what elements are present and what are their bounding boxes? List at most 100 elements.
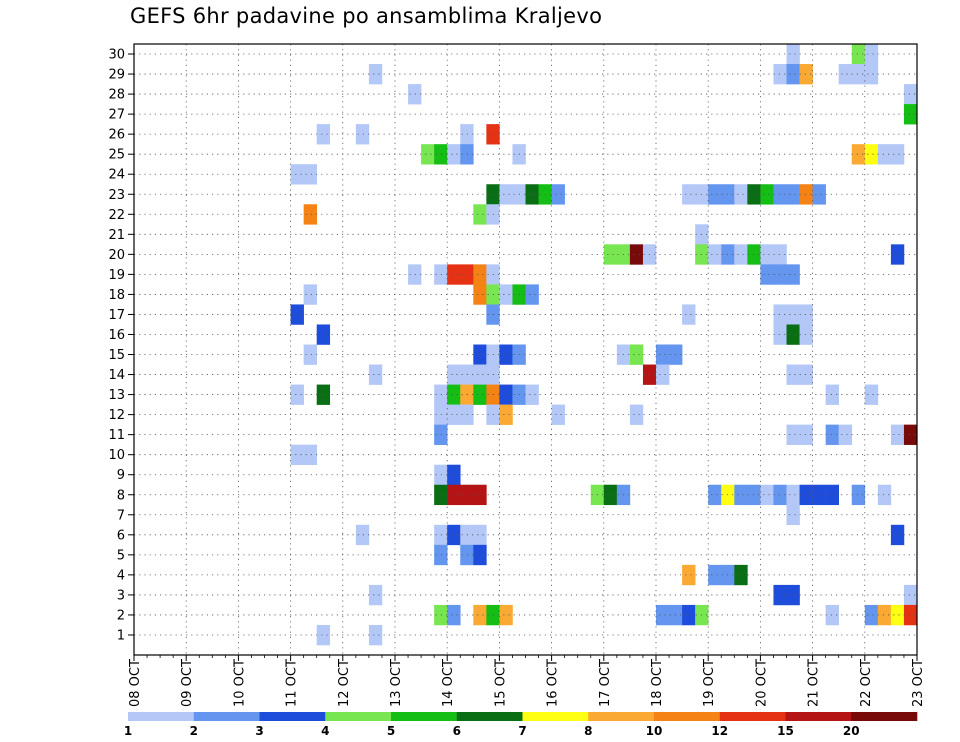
heatmap-cell [447, 524, 461, 546]
y-tick-label: 3 [117, 588, 125, 603]
heatmap-cell [838, 64, 853, 85]
heatmap-cell [747, 244, 761, 265]
heatmap-cell [760, 264, 774, 285]
heatmap-cell [760, 184, 774, 205]
y-tick-label: 10 [108, 448, 125, 463]
heatmap-cell [760, 484, 774, 506]
y-tick-label: 22 [108, 208, 125, 223]
heatmap-cell [773, 184, 787, 205]
heatmap-cell [473, 544, 487, 566]
y-tick-label: 19 [108, 268, 125, 283]
heatmap-cell [786, 364, 800, 385]
colorbar-label: 7 [518, 724, 526, 738]
heatmap-cell [290, 444, 304, 465]
y-tick-label: 8 [117, 488, 125, 503]
heatmap-cell [499, 384, 513, 405]
heatmap-cell [838, 424, 853, 445]
colorbar-swatch [325, 712, 392, 721]
y-tick-label: 30 [108, 48, 125, 63]
colorbar-label: 2 [190, 724, 198, 738]
heatmap-cell [499, 604, 513, 626]
heatmap-cell [447, 384, 461, 405]
x-tick-label: 08 OCT [128, 659, 143, 707]
heatmap-cell [851, 144, 866, 165]
heatmap-cell [316, 624, 331, 646]
heatmap-cell [903, 424, 918, 445]
colorbar-label: 15 [777, 724, 794, 738]
colorbar-label: 1 [124, 724, 132, 738]
heatmap-cell [890, 244, 905, 265]
heatmap-cell [825, 424, 839, 445]
colorbar-swatch [522, 712, 589, 721]
heatmap-cell [773, 584, 787, 606]
heatmap-cell [682, 184, 696, 205]
x-tick-label: 11 OCT [285, 659, 300, 707]
heatmap-cell [447, 464, 461, 486]
heatmap-cell [368, 364, 383, 385]
colorbar-label: 8 [584, 724, 592, 738]
y-tick-label: 21 [108, 228, 125, 243]
heatmap-cell [890, 424, 905, 445]
heatmap-cell [473, 204, 487, 225]
heatmap-cell [825, 604, 839, 626]
heatmap-cell [682, 564, 696, 586]
heatmap-cell [734, 484, 748, 506]
y-tick-label: 26 [108, 128, 125, 143]
heatmap-cell [877, 144, 892, 165]
y-tick-label: 20 [108, 248, 125, 263]
heatmap-cell [773, 304, 787, 325]
y-tick-label: 17 [108, 308, 125, 323]
x-tick-label: 18 OCT [650, 659, 665, 707]
y-tick-label: 18 [108, 288, 125, 303]
heatmap-cell [890, 144, 905, 165]
heatmap-cell [734, 184, 748, 205]
heatmap-cell [747, 484, 761, 506]
heatmap-cell [903, 604, 918, 626]
y-tick-label: 25 [108, 148, 125, 163]
chart-title: GEFS 6hr padavine po ansamblima Kraljevo [130, 4, 603, 28]
heatmap-cell [447, 144, 461, 165]
heatmap-cell [499, 404, 513, 425]
colorbar-swatch [588, 712, 655, 721]
colorbar-label: 20 [843, 724, 860, 738]
colorbar-label: 3 [255, 724, 263, 738]
x-tick-label: 16 OCT [546, 659, 561, 707]
colorbar-label: 10 [646, 724, 663, 738]
heatmap-cell [355, 124, 370, 145]
colorbar-swatch [391, 712, 458, 721]
heatmap-cell [408, 84, 422, 105]
heatmap-cell [499, 184, 513, 205]
heatmap-cell [708, 564, 722, 586]
heatmap-cell [473, 364, 487, 385]
colorbar-swatch [128, 712, 195, 721]
heatmap-cell [629, 244, 644, 265]
x-tick-label: 22 OCT [859, 659, 874, 707]
colorbar-swatch [654, 712, 721, 721]
heatmap-cell [877, 604, 892, 626]
heatmap-cell [656, 604, 670, 626]
y-tick-label: 9 [117, 468, 125, 483]
heatmap-cell [903, 584, 918, 606]
heatmap-cell [316, 324, 331, 345]
heatmap-cell [447, 364, 461, 385]
heatmap-cell [851, 44, 866, 65]
y-tick-label: 7 [117, 508, 125, 523]
heatmap-cell [682, 304, 696, 325]
heatmap-cell [303, 344, 317, 365]
heatmap-cell [629, 404, 644, 425]
heatmap-cell [773, 244, 787, 265]
heatmap-cell [890, 604, 905, 626]
heatmap-cell [786, 584, 800, 606]
heatmap-cell [812, 484, 826, 506]
x-tick-label: 10 OCT [232, 659, 247, 707]
heatmap-cell [734, 564, 748, 586]
heatmap-cell [786, 184, 800, 205]
heatmap-cell [760, 244, 774, 265]
heatmap-cell [447, 264, 461, 285]
colorbar-swatch [719, 712, 786, 721]
colorbar-label: 5 [387, 724, 395, 738]
heatmap-cell [303, 444, 317, 465]
heatmap-cell [473, 384, 487, 405]
heatmap-cell [447, 404, 461, 425]
heatmap-cell [708, 244, 722, 265]
